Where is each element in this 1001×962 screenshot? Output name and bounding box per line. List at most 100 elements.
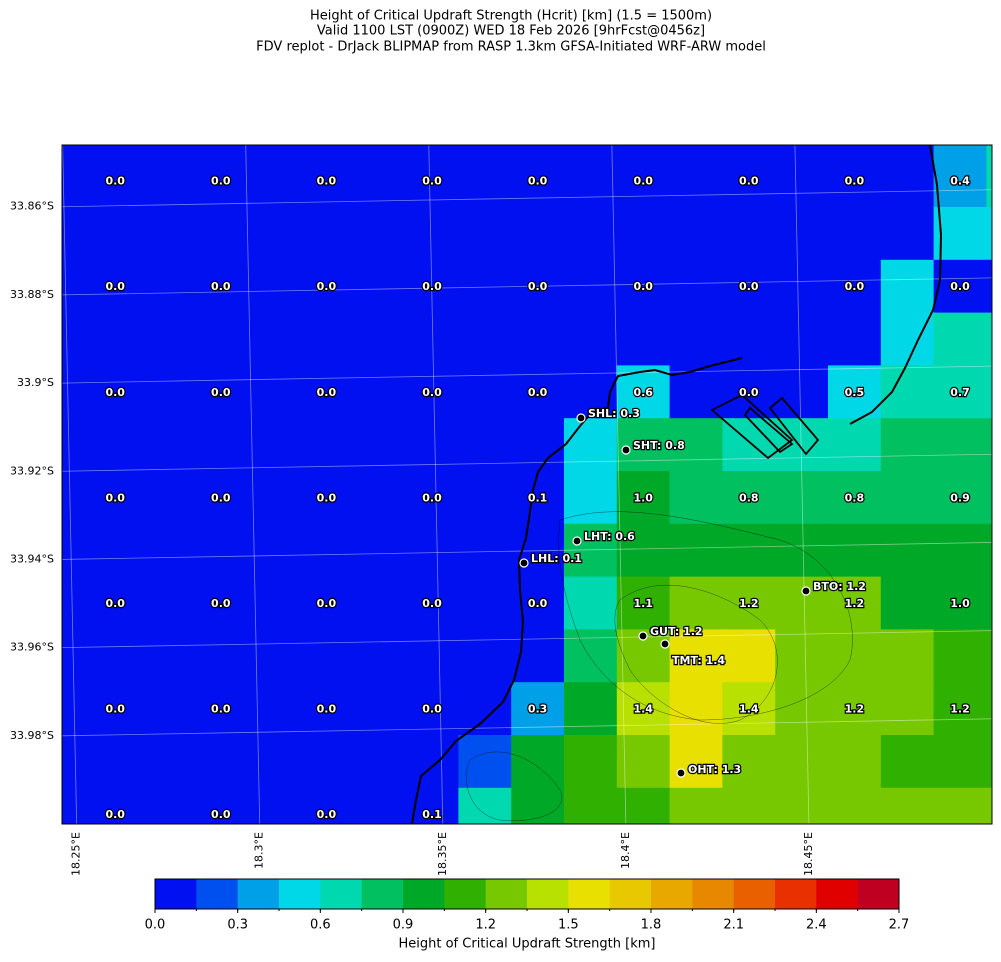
cell: [828, 145, 882, 155]
cell: [669, 312, 723, 366]
colorbar-swatch: [609, 879, 652, 909]
sample-value: 0.0: [317, 280, 337, 293]
cell: [828, 154, 882, 208]
x-tick-label: 18.25°E: [70, 832, 83, 876]
cell: [616, 154, 671, 208]
cell: [933, 629, 987, 683]
cell: [194, 365, 248, 419]
cell: [62, 145, 90, 155]
cell: [62, 629, 90, 683]
sample-value: 0.0: [317, 491, 337, 504]
sample-value: 0.0: [211, 175, 231, 188]
sample-value: 0.0: [528, 175, 548, 188]
cell: [775, 787, 829, 824]
x-tick-label: 18.45°E: [802, 832, 815, 876]
cell: [88, 312, 143, 366]
sample-value: 0.0: [845, 175, 865, 188]
colorbar-swatch: [816, 879, 858, 909]
cell: [880, 365, 935, 419]
sample-value: 0.0: [633, 175, 653, 188]
cell: [828, 787, 882, 824]
site-label: GUT: 1.2: [650, 625, 703, 638]
colorbar-swatch: [279, 879, 321, 909]
site-label: LHT: 0.6: [584, 530, 635, 543]
sample-value: 0.0: [105, 491, 125, 504]
colorbar-swatch: [320, 879, 362, 909]
site-label: SHL: 0.3: [588, 407, 640, 420]
cell: [933, 312, 987, 366]
cell: [511, 365, 565, 419]
cell: [828, 682, 882, 736]
sample-value: 1.2: [950, 703, 970, 716]
cell: [88, 629, 143, 683]
harbor-wall: [710, 393, 794, 460]
site-marker: [576, 413, 586, 423]
harbor-wall: [768, 396, 820, 456]
cell: [458, 787, 512, 824]
colorbar: 0.0 0.3 0.6 0.9 1.2 1.5 1.8 2.1 2.4 2.7: [145, 878, 909, 933]
contour: [466, 751, 563, 821]
cell: [194, 523, 248, 578]
cell: [194, 629, 248, 683]
colorbar-tick-label: 0.9: [393, 918, 414, 933]
sample-value: 0.0: [317, 175, 337, 188]
cell: [141, 523, 195, 578]
cell: [194, 259, 248, 314]
grid-line: [62, 542, 992, 560]
cell: [300, 576, 354, 630]
cell: [141, 312, 195, 366]
cell: [616, 523, 671, 578]
cell: [669, 682, 723, 736]
cell: [669, 418, 723, 472]
cell: [458, 312, 512, 366]
cell: [616, 682, 671, 736]
cell: [986, 207, 992, 261]
x-tick-label: 18.35°E: [436, 832, 449, 876]
cell: [62, 787, 90, 824]
sample-value: 1.0: [950, 597, 970, 610]
cell: [986, 523, 992, 578]
cell: [880, 418, 935, 472]
colorbar-tick-label: 2.1: [723, 918, 744, 933]
cell: [62, 523, 90, 578]
cell: [564, 154, 618, 208]
cell: [828, 207, 882, 261]
cell: [141, 735, 195, 789]
cell: [564, 471, 618, 525]
cell: [775, 471, 829, 525]
cell: [300, 682, 354, 736]
site-marker: [621, 445, 631, 455]
cell: [986, 145, 992, 155]
cell: [616, 207, 671, 261]
cell: [88, 523, 143, 578]
cell: [775, 154, 829, 208]
cell: [300, 312, 354, 366]
site-label: SHT: 0.8: [633, 439, 685, 452]
cell: [511, 259, 565, 314]
coastline: [411, 145, 943, 824]
cell: [247, 418, 301, 472]
cell: [247, 682, 301, 736]
colorbar-tick-label: 2.4: [806, 918, 827, 933]
y-tick-label: 33.88°S: [10, 288, 54, 301]
cell: [62, 682, 90, 736]
cell: [405, 523, 459, 578]
cell: [88, 787, 143, 824]
sample-value: 0.0: [211, 597, 231, 610]
cell: [458, 145, 512, 155]
cell: [405, 154, 459, 208]
site-marker: [660, 639, 670, 649]
cell: [88, 207, 143, 261]
cell: [828, 471, 882, 525]
cell: [669, 629, 723, 683]
cell: [775, 365, 829, 419]
cell: [616, 787, 671, 824]
sample-value: 0.0: [633, 280, 653, 293]
sample-value: 1.2: [845, 703, 865, 716]
cell: [247, 259, 301, 314]
sample-value: 1.2: [845, 597, 865, 610]
grid-line: [611, 145, 627, 824]
cell: [511, 154, 565, 208]
site-marker: [638, 631, 648, 641]
